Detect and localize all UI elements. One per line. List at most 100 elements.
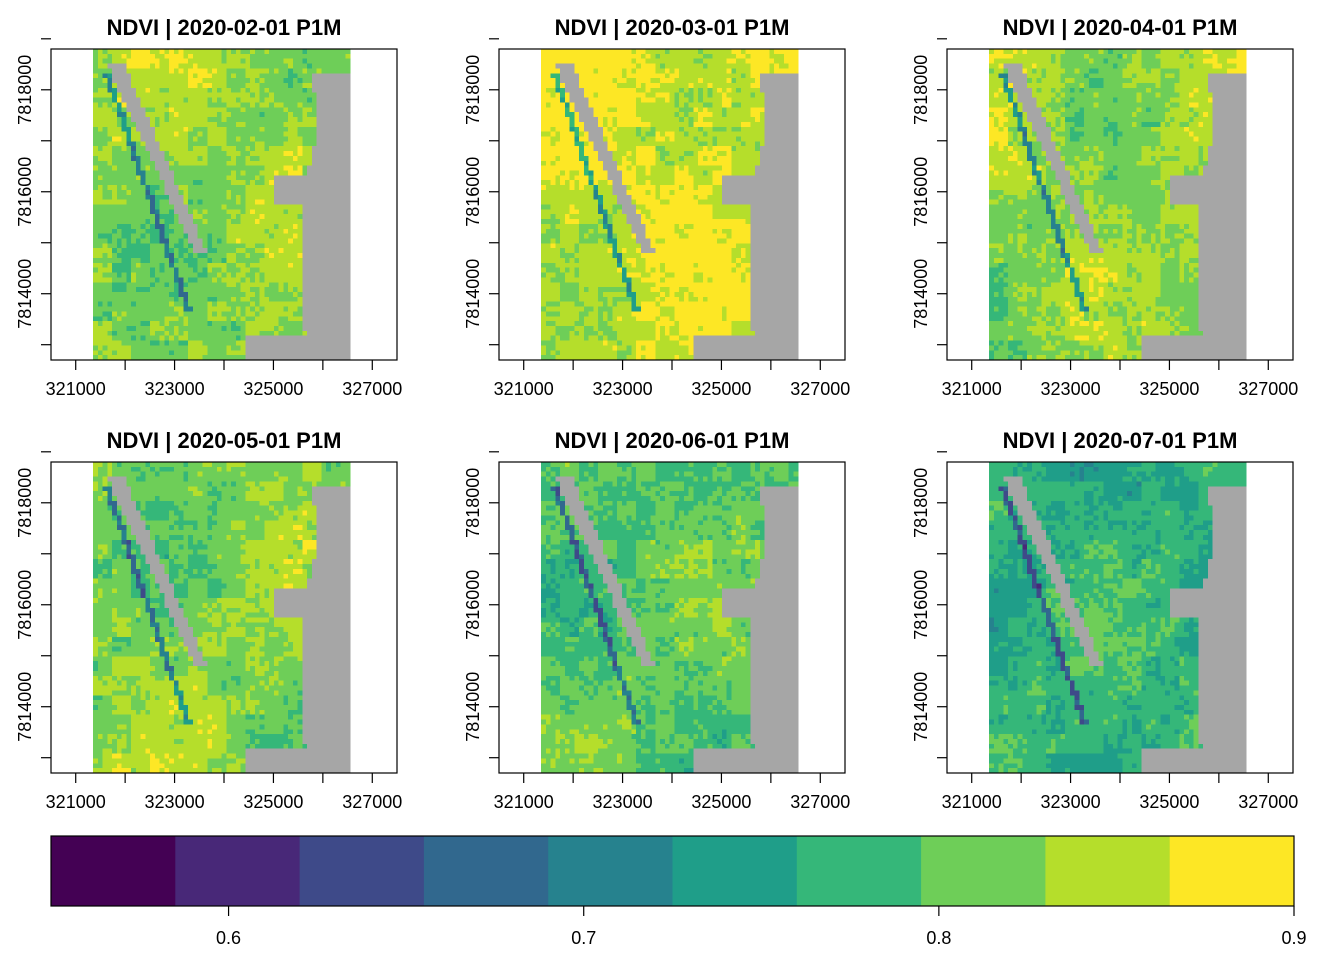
raster-cell [674,97,680,104]
raster-cell [154,180,161,186]
raster-cell [321,102,327,108]
raster-cell [302,345,308,351]
raster-cell [340,102,346,108]
raster-cell [173,301,180,308]
raster-cell [669,92,675,99]
raster-cell [745,131,752,138]
raster-cell [283,87,289,94]
raster-cell [793,102,799,108]
raster-cell [640,131,647,138]
raster-cell [326,141,332,147]
raster-cell [779,78,785,84]
raster-cell [93,355,99,361]
raster-cell [126,121,132,128]
raster-cell [178,267,185,274]
raster-cell [788,68,794,74]
raster-cell [240,117,246,123]
raster-cell [250,194,256,201]
raster-cell [93,180,99,186]
raster-cell [321,180,327,186]
raster-cell [321,223,327,230]
raster-cell [650,83,656,89]
raster-cell [326,355,332,361]
raster-cell [345,58,351,65]
raster-cell [126,87,132,94]
raster-cell [131,350,137,356]
raster-cell [169,296,175,303]
raster-cell [216,126,223,133]
raster-cell [693,53,699,60]
raster-cell [302,131,308,138]
raster-cell [212,121,218,128]
raster-cell [126,345,132,351]
raster-cell [759,68,766,74]
raster-cell [345,49,351,55]
raster-cell [669,165,675,172]
raster-cell [269,209,275,215]
raster-cell [292,330,299,337]
raster-cell [192,117,199,123]
raster-cell [202,112,208,118]
raster-cell [178,282,185,288]
raster-cell [135,306,142,313]
raster-cell [278,345,285,351]
raster-cell [235,272,242,278]
raster-cell [135,49,142,55]
raster-cell [178,170,185,176]
raster-cell [164,112,170,118]
raster-cell [273,126,280,133]
raster-cell [216,73,223,79]
raster-cell [283,330,289,337]
raster-cell [335,345,342,351]
raster-cell [135,68,142,74]
raster-cell [116,58,123,65]
raster-cell [188,209,194,215]
raster-cell [588,97,594,104]
raster-cell [188,155,194,162]
raster-cell [154,131,161,138]
raster-cell [688,92,694,99]
raster-cell [335,78,342,84]
raster-cell [240,53,246,60]
raster-cell [617,78,623,84]
raster-cell [188,257,194,264]
raster-cell [331,199,337,206]
raster-cell [326,287,332,293]
raster-cell [764,165,771,172]
raster-cell [774,102,780,108]
raster-cell [311,262,318,269]
raster-cell [178,146,185,152]
raster-cell [93,204,99,210]
raster-cell [112,214,118,220]
raster-cell [564,73,571,79]
raster-cell [636,146,642,152]
raster-cell [345,165,351,172]
raster-cell [183,345,189,351]
raster-cell [335,180,342,186]
raster-cell [183,87,189,94]
raster-cell [116,194,123,201]
raster-cell [311,223,318,230]
raster-cell [783,131,790,138]
raster-cell [269,68,275,74]
raster-cell [340,272,346,278]
raster-cell [126,238,132,244]
raster-cell [569,107,575,113]
raster-cell [321,165,327,172]
raster-cell [321,73,327,79]
raster-cell [188,78,194,84]
raster-cell [273,238,280,244]
raster-cell [664,141,671,147]
raster-cell [560,53,566,60]
raster-cell [731,155,737,162]
raster-cell [297,223,304,230]
raster-cell [574,175,580,181]
raster-cell [307,194,313,201]
raster-cell [297,146,304,152]
raster-cell [297,287,304,293]
raster-cell [188,131,194,138]
raster-cell [579,136,585,142]
raster-cell [636,131,642,138]
raster-cell [674,112,680,118]
raster-cell [93,185,99,191]
